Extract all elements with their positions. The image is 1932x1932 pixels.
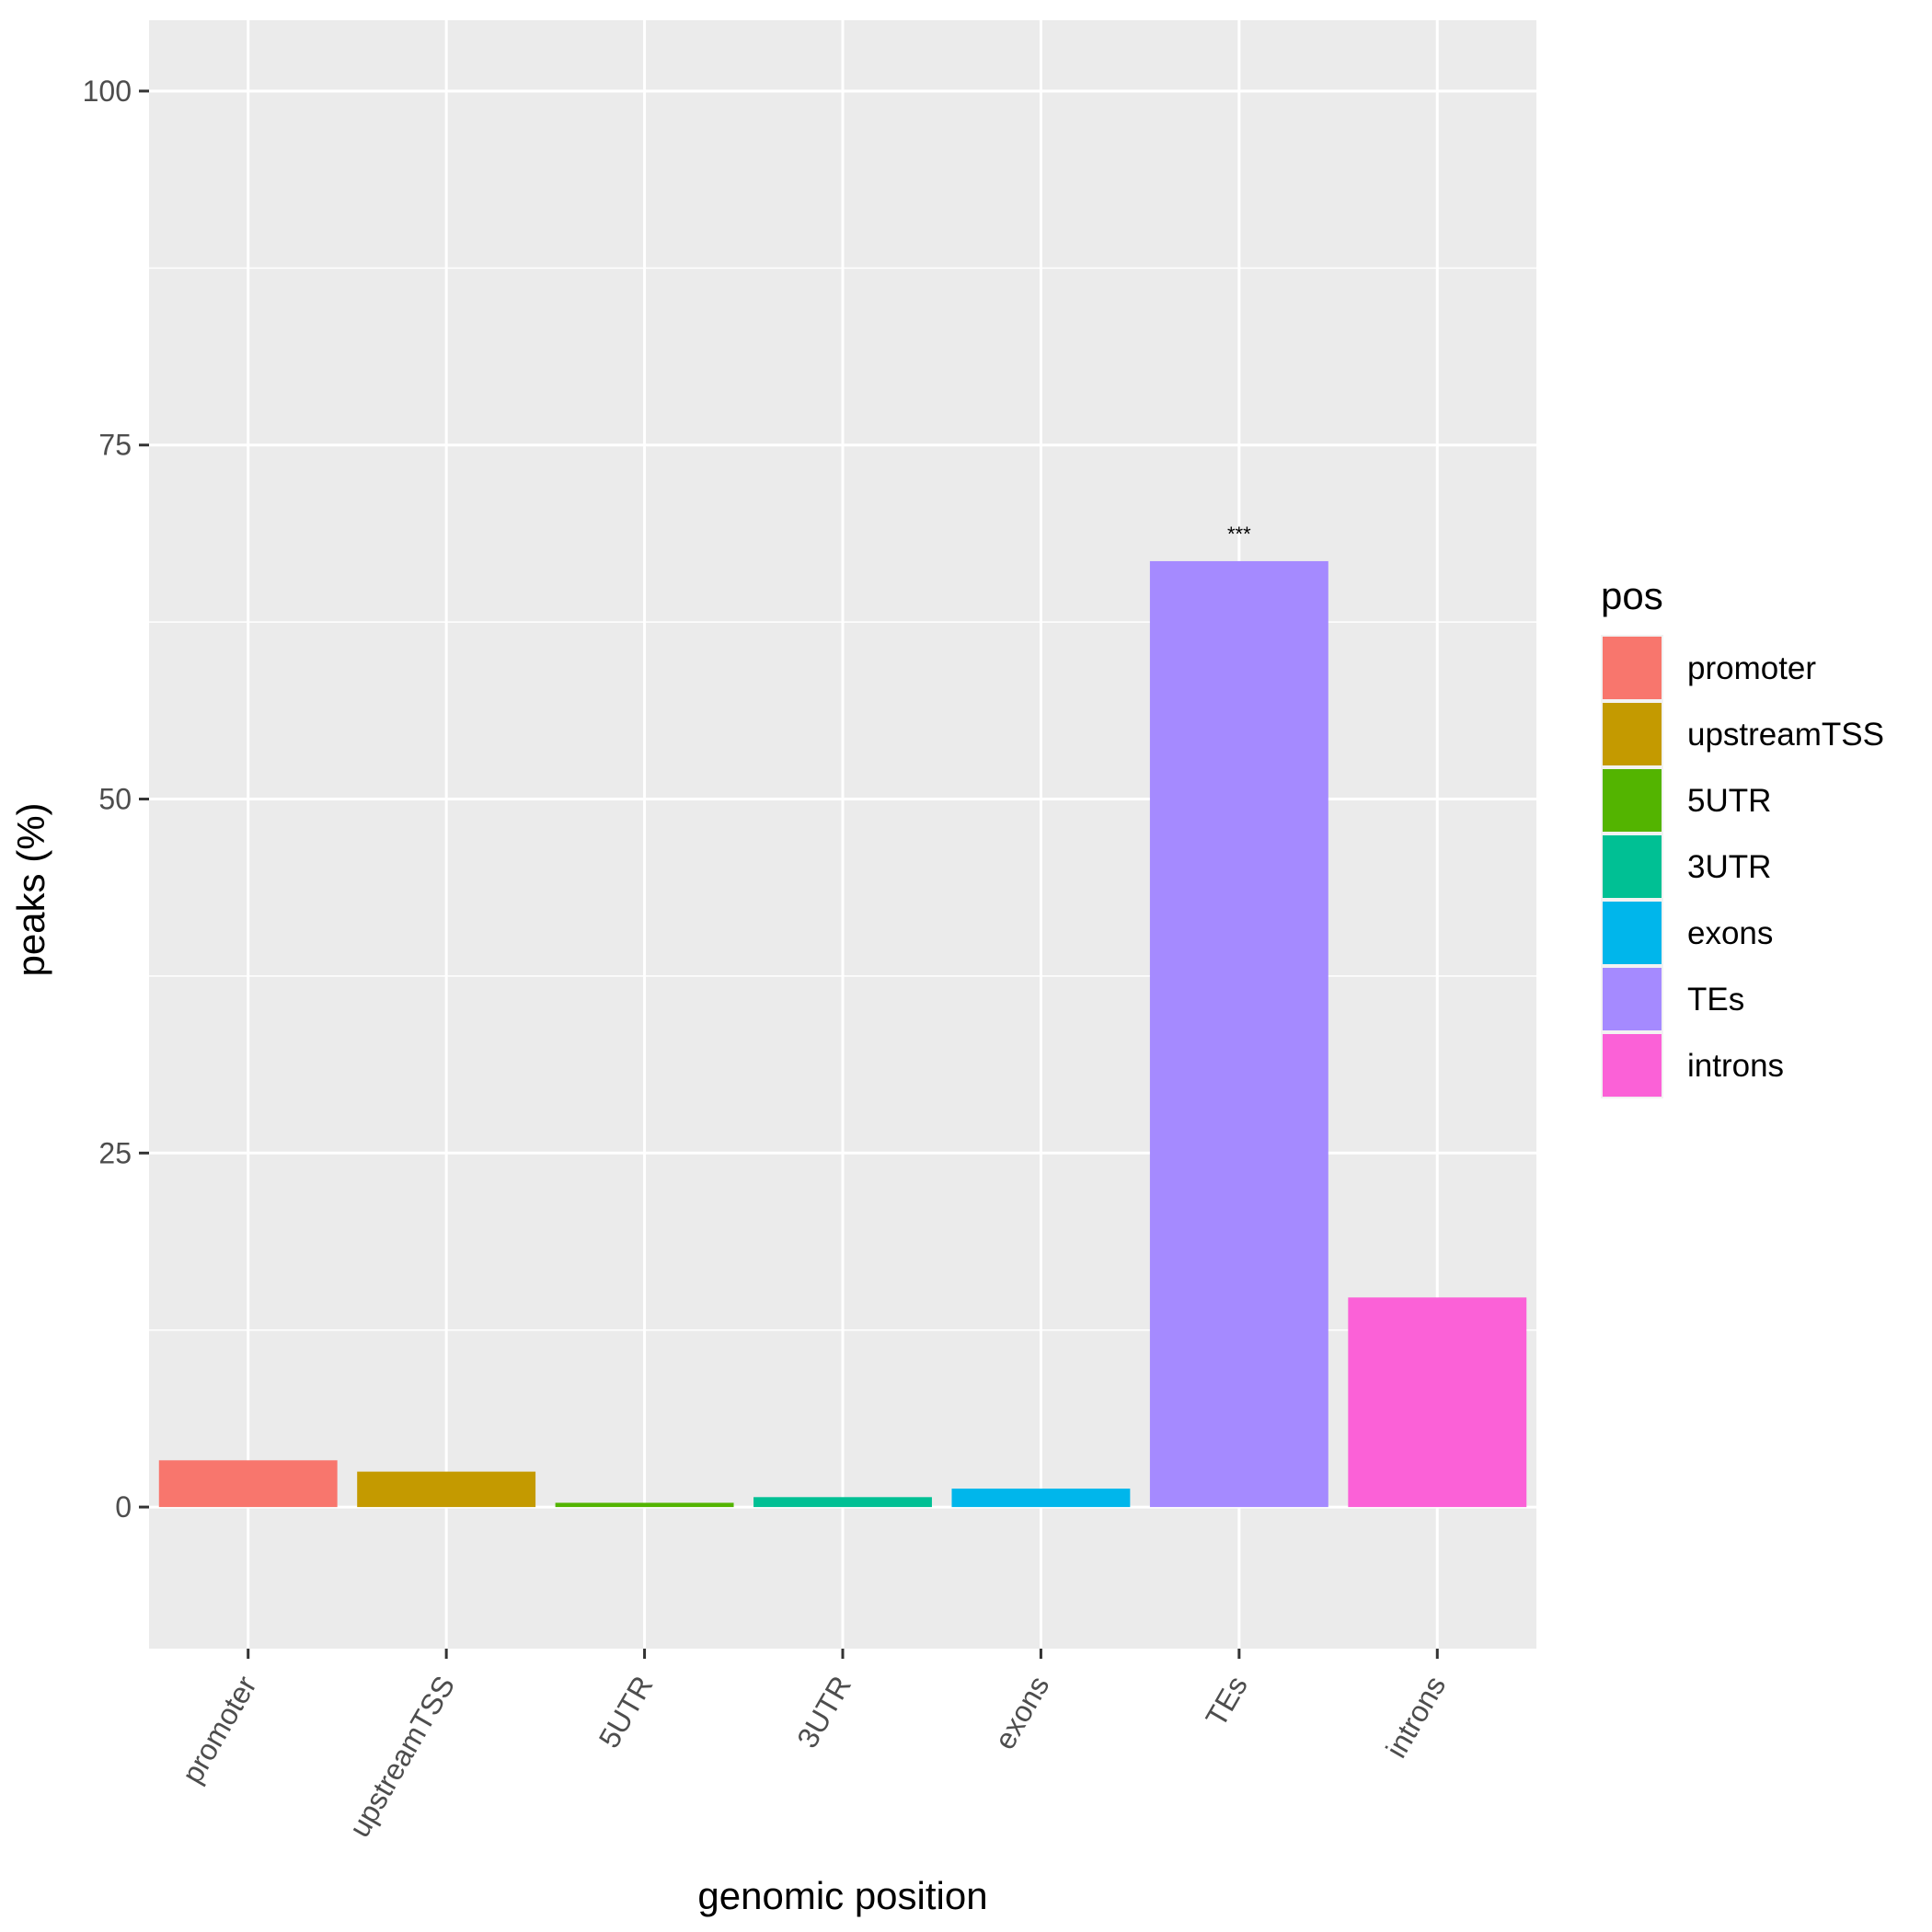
bar-upstreamTSS <box>357 1471 536 1508</box>
legend-label: TEs <box>1687 982 1744 1018</box>
legend-label: exons <box>1687 915 1773 951</box>
y-axis-title: peaks (%) <box>9 802 52 976</box>
bar-introns <box>1348 1297 1527 1508</box>
x-axis: promoter upstreamTSS 5UTR 3UTR exons TEs intro… <box>176 1649 1452 1843</box>
legend-label: 5UTR <box>1687 783 1771 819</box>
y-tick-label: 75 <box>98 429 132 462</box>
x-tick-label: 3UTR <box>790 1671 857 1754</box>
y-tick-label: 50 <box>98 783 132 816</box>
bar-5UTR <box>555 1502 734 1508</box>
annotations: *** <box>1227 523 1251 546</box>
y-tick-label: 100 <box>83 75 132 108</box>
legend-swatch-5UTR <box>1603 769 1662 832</box>
legend: pos promoter upstreamTSS 5UTR 3UTR exons TEs i… <box>1601 574 1884 1098</box>
x-tick-label: exons <box>988 1671 1056 1755</box>
bar-exons <box>951 1489 1131 1508</box>
x-tick-label: upstreamTSS <box>342 1671 461 1843</box>
x-axis-title: genomic position <box>697 1874 987 1917</box>
legend-swatch-upstreamTSS <box>1603 703 1662 765</box>
bar-promoter <box>158 1460 338 1508</box>
legend-swatch-exons <box>1603 902 1662 964</box>
legend-label: introns <box>1687 1048 1784 1084</box>
legend-swatch-introns <box>1603 1034 1662 1097</box>
x-tick-label: TEs <box>1199 1671 1254 1732</box>
legend-swatch-TEs <box>1603 968 1662 1030</box>
y-tick-label: 0 <box>115 1490 132 1524</box>
bars <box>158 560 1527 1508</box>
y-axis: 0 25 50 75 100 <box>83 75 149 1524</box>
legend-swatch-promoter <box>1603 637 1662 699</box>
legend-title: pos <box>1601 574 1663 617</box>
bar-3UTR <box>753 1497 932 1508</box>
legend-label: promoter <box>1687 650 1816 686</box>
y-tick-label: 25 <box>98 1136 132 1169</box>
significance-annotation: *** <box>1227 523 1251 546</box>
x-tick-label: promoter <box>176 1670 263 1788</box>
legend-swatch-3UTR <box>1603 835 1662 898</box>
x-tick-label: introns <box>1379 1671 1452 1764</box>
x-tick-label: 5UTR <box>592 1671 660 1754</box>
legend-label: upstreamTSS <box>1687 717 1884 753</box>
legend-label: 3UTR <box>1687 849 1771 885</box>
bar-TEs <box>1149 560 1328 1508</box>
